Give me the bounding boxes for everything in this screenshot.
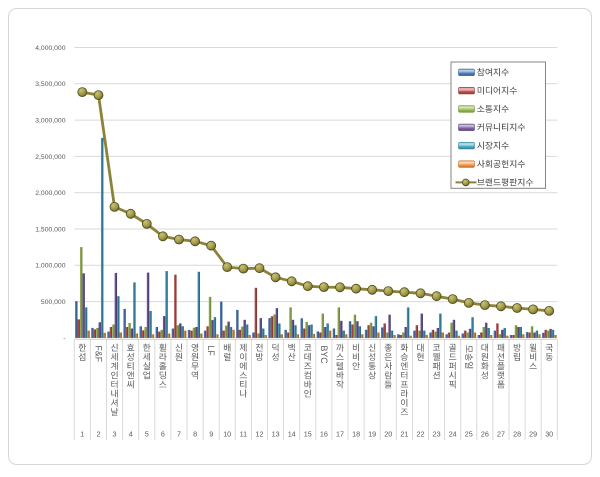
svg-text:8: 8 bbox=[193, 429, 197, 438]
svg-text:12: 12 bbox=[256, 429, 264, 438]
svg-text:10: 10 bbox=[223, 429, 231, 438]
svg-text:1: 1 bbox=[80, 429, 84, 438]
svg-text:28: 28 bbox=[513, 429, 521, 438]
svg-text:26: 26 bbox=[481, 429, 489, 438]
svg-text:1,000,000: 1,000,000 bbox=[35, 263, 65, 270]
svg-text:LF: LF bbox=[206, 346, 216, 357]
svg-text:20: 20 bbox=[384, 429, 392, 438]
svg-text:14: 14 bbox=[288, 429, 296, 438]
svg-text:2,000,000: 2,000,000 bbox=[35, 190, 65, 197]
svg-text:24: 24 bbox=[449, 429, 457, 438]
svg-text:2,500,000: 2,500,000 bbox=[35, 154, 65, 161]
svg-text:16: 16 bbox=[320, 429, 328, 438]
svg-text:3,500,000: 3,500,000 bbox=[35, 81, 65, 88]
svg-text:3,000,000: 3,000,000 bbox=[35, 118, 65, 125]
svg-text:4: 4 bbox=[129, 429, 133, 438]
svg-text:17: 17 bbox=[336, 429, 344, 438]
svg-text:BYC: BYC bbox=[319, 346, 329, 365]
svg-text:30: 30 bbox=[545, 429, 553, 438]
svg-text:3: 3 bbox=[113, 429, 117, 438]
svg-text:5: 5 bbox=[145, 429, 149, 438]
svg-text:27: 27 bbox=[497, 429, 505, 438]
svg-text:2: 2 bbox=[97, 429, 101, 438]
svg-text:25: 25 bbox=[465, 429, 473, 438]
svg-text:19: 19 bbox=[368, 429, 376, 438]
svg-text:29: 29 bbox=[529, 429, 537, 438]
svg-text:1,500,000: 1,500,000 bbox=[35, 226, 65, 233]
svg-text:500,000: 500,000 bbox=[41, 299, 66, 306]
svg-text:18: 18 bbox=[352, 429, 360, 438]
svg-text:4,000,000: 4,000,000 bbox=[35, 45, 65, 52]
svg-text:21: 21 bbox=[400, 429, 408, 438]
svg-text:6: 6 bbox=[161, 429, 165, 438]
svg-text:F&F: F&F bbox=[94, 346, 104, 363]
svg-text:15: 15 bbox=[304, 429, 312, 438]
svg-text:13: 13 bbox=[272, 429, 280, 438]
svg-text:9: 9 bbox=[209, 429, 213, 438]
svg-text:23: 23 bbox=[433, 429, 441, 438]
svg-text:22: 22 bbox=[417, 429, 425, 438]
svg-text:-: - bbox=[63, 335, 65, 342]
svg-text:7: 7 bbox=[177, 429, 181, 438]
svg-text:11: 11 bbox=[240, 429, 247, 438]
